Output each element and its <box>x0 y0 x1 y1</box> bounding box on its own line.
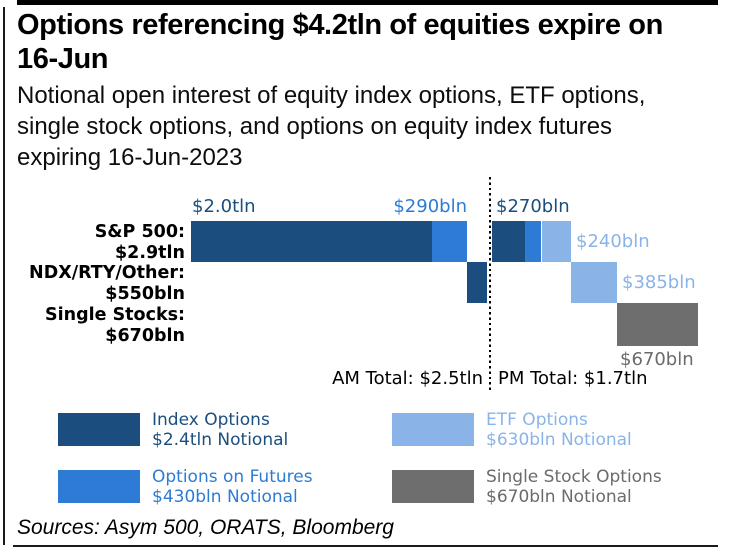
legend-value: $670bln Notional <box>486 486 632 507</box>
bar-segment-options_on_futures-am <box>432 221 468 262</box>
value-label-index-pm: $270bln <box>496 196 570 217</box>
row-label-ndx-rty-other: NDX/RTY/Other: $550bln <box>29 263 185 304</box>
chart-subtitle: Notional open interest of equity index o… <box>17 82 646 171</box>
am-total-label: AM Total: $2.5tln <box>332 368 483 389</box>
bar-segment-single_stock_options-pm <box>616 303 698 346</box>
bar-segment-index_options-am <box>467 262 488 303</box>
value-label-etf-ndx: $385bln <box>622 272 696 293</box>
legend-item-options-on-futures: Options on Futures $430bln Notional <box>58 467 313 507</box>
legend-swatch-single-stock-options <box>392 470 474 503</box>
bar-segment-index_options-pm <box>492 221 525 262</box>
legend-label: ETF Options <box>486 410 588 430</box>
row-label-total: $2.9tln <box>115 242 185 263</box>
legend-label: Options on Futures <box>152 467 313 487</box>
top-border-rule <box>17 0 718 5</box>
bottom-border-rule <box>13 545 718 547</box>
bar-segment-etf_options-pm <box>541 221 571 262</box>
legend-value: $630bln Notional <box>486 429 632 450</box>
legend-item-single-stock-options: Single Stock Options $670bln Notional <box>392 467 662 507</box>
left-border-rule <box>3 7 5 545</box>
bar-segment-index_options-am <box>191 221 433 262</box>
row-label-single-stocks: Single Stocks: $670bln <box>45 305 185 346</box>
row-label-name: S&P 500: <box>94 222 185 242</box>
legend-label: Index Options <box>152 410 270 430</box>
row-label-sp500: S&P 500: $2.9tln <box>95 222 185 263</box>
row-label-name: Single Stocks: <box>45 305 185 325</box>
legend-item-etf-options: ETF Options $630bln Notional <box>392 410 632 450</box>
legend-swatch-etf-options <box>392 413 474 446</box>
pm-total-label: PM Total: $1.7tln <box>498 368 648 389</box>
legend-swatch-index-options <box>58 413 140 446</box>
value-label-futures-am: $290bln <box>393 196 467 217</box>
row-label-total: $550bln <box>105 283 185 304</box>
legend-label: Single Stock Options <box>486 467 662 487</box>
legend-item-index-options: Index Options $2.4tln Notional <box>58 410 289 450</box>
bar-segment-etf_options-pm <box>570 262 617 303</box>
value-label-etf-sp: $240bln <box>576 231 650 252</box>
am-pm-divider-line <box>489 177 492 391</box>
bar-segment-options_on_futures-pm <box>524 221 542 262</box>
legend-value: $430bln Notional <box>152 486 298 507</box>
legend-value: $2.4tln Notional <box>152 429 289 450</box>
row-label-total: $670bln <box>105 325 185 346</box>
value-label-single-stocks: $670bln <box>620 349 694 370</box>
row-label-name: NDX/RTY/Other: <box>29 263 185 283</box>
value-label-index-am: $2.0tln <box>192 196 256 217</box>
chart-title: Options referencing $4.2tln of equities … <box>17 9 663 75</box>
legend-swatch-options-on-futures <box>58 470 140 503</box>
sources-note: Sources: Asym 500, ORATS, Bloomberg <box>17 516 394 539</box>
